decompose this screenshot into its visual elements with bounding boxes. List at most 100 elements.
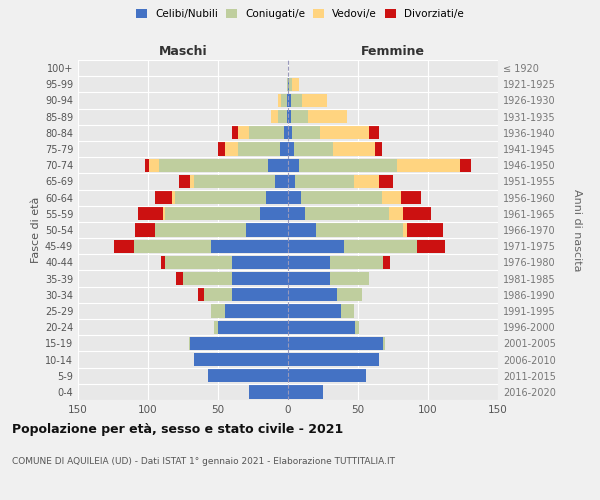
Bar xyxy=(204,288,232,302)
Bar xyxy=(292,78,299,91)
Bar xyxy=(188,336,190,350)
Bar xyxy=(218,142,225,156)
Bar xyxy=(190,175,194,188)
Bar xyxy=(159,158,268,172)
Bar xyxy=(301,191,382,204)
Bar xyxy=(403,224,407,236)
Bar xyxy=(155,224,246,236)
Bar xyxy=(225,304,288,318)
Bar xyxy=(308,110,347,124)
Bar xyxy=(238,142,280,156)
Bar xyxy=(330,272,369,285)
Bar xyxy=(305,207,389,220)
Bar xyxy=(354,175,379,188)
Bar xyxy=(403,207,431,220)
Text: Popolazione per età, sesso e stato civile - 2021: Popolazione per età, sesso e stato civil… xyxy=(12,422,343,436)
Bar xyxy=(266,191,288,204)
Bar xyxy=(288,386,323,398)
Bar xyxy=(291,110,308,124)
Bar xyxy=(288,369,367,382)
Bar xyxy=(369,126,379,140)
Bar xyxy=(288,288,337,302)
Bar xyxy=(288,207,305,220)
Bar xyxy=(211,304,225,318)
Bar xyxy=(268,158,288,172)
Y-axis label: Fasce di età: Fasce di età xyxy=(31,197,41,263)
Bar xyxy=(165,207,260,220)
Bar xyxy=(194,175,275,188)
Bar xyxy=(208,369,288,382)
Bar xyxy=(287,110,288,124)
Bar xyxy=(344,240,417,253)
Bar xyxy=(284,126,288,140)
Bar xyxy=(179,175,190,188)
Bar xyxy=(218,320,288,334)
Bar xyxy=(287,78,288,91)
Bar xyxy=(211,240,288,253)
Bar xyxy=(292,126,320,140)
Bar xyxy=(407,224,443,236)
Bar xyxy=(288,191,301,204)
Bar xyxy=(278,110,287,124)
Text: Femmine: Femmine xyxy=(361,44,425,58)
Bar xyxy=(293,142,333,156)
Bar xyxy=(320,126,369,140)
Bar xyxy=(417,240,445,253)
Bar xyxy=(333,142,375,156)
Bar xyxy=(161,256,165,269)
Bar xyxy=(288,304,341,318)
Bar xyxy=(337,288,362,302)
Bar xyxy=(288,175,295,188)
Bar xyxy=(289,78,292,91)
Bar xyxy=(460,158,472,172)
Bar xyxy=(175,191,266,204)
Bar xyxy=(397,158,460,172)
Bar xyxy=(288,353,379,366)
Bar xyxy=(278,94,281,107)
Bar xyxy=(260,207,288,220)
Bar xyxy=(287,94,288,107)
Bar xyxy=(155,191,172,204)
Bar xyxy=(214,320,218,334)
Bar xyxy=(172,191,175,204)
Bar xyxy=(341,304,354,318)
Bar xyxy=(288,336,383,350)
Bar xyxy=(288,240,344,253)
Text: COMUNE DI AQUILEIA (UD) - Dati ISTAT 1° gennaio 2021 - Elaborazione TUTTITALIA.I: COMUNE DI AQUILEIA (UD) - Dati ISTAT 1° … xyxy=(12,458,395,466)
Bar xyxy=(379,175,393,188)
Bar xyxy=(291,94,302,107)
Bar xyxy=(271,110,278,124)
Bar xyxy=(295,175,354,188)
Bar xyxy=(232,126,238,140)
Bar xyxy=(165,256,232,269)
Bar xyxy=(199,288,204,302)
Bar xyxy=(288,142,293,156)
Bar xyxy=(401,191,421,204)
Text: Maschi: Maschi xyxy=(158,44,208,58)
Bar xyxy=(190,336,288,350)
Bar xyxy=(194,353,288,366)
Bar xyxy=(280,142,288,156)
Bar xyxy=(288,158,299,172)
Bar xyxy=(249,126,284,140)
Bar xyxy=(302,94,327,107)
Bar xyxy=(238,126,249,140)
Bar xyxy=(281,94,287,107)
Bar xyxy=(149,158,159,172)
Bar xyxy=(383,336,385,350)
Bar xyxy=(176,272,183,285)
Bar xyxy=(355,320,359,334)
Y-axis label: Anni di nascita: Anni di nascita xyxy=(572,188,583,271)
Bar xyxy=(232,288,288,302)
Bar xyxy=(275,175,288,188)
Bar xyxy=(163,207,165,220)
Bar xyxy=(383,256,390,269)
Bar xyxy=(246,224,288,236)
Bar xyxy=(138,207,163,220)
Bar xyxy=(288,78,289,91)
Bar xyxy=(249,386,288,398)
Bar xyxy=(288,256,330,269)
Bar xyxy=(232,272,288,285)
Bar xyxy=(288,110,291,124)
Bar xyxy=(288,272,330,285)
